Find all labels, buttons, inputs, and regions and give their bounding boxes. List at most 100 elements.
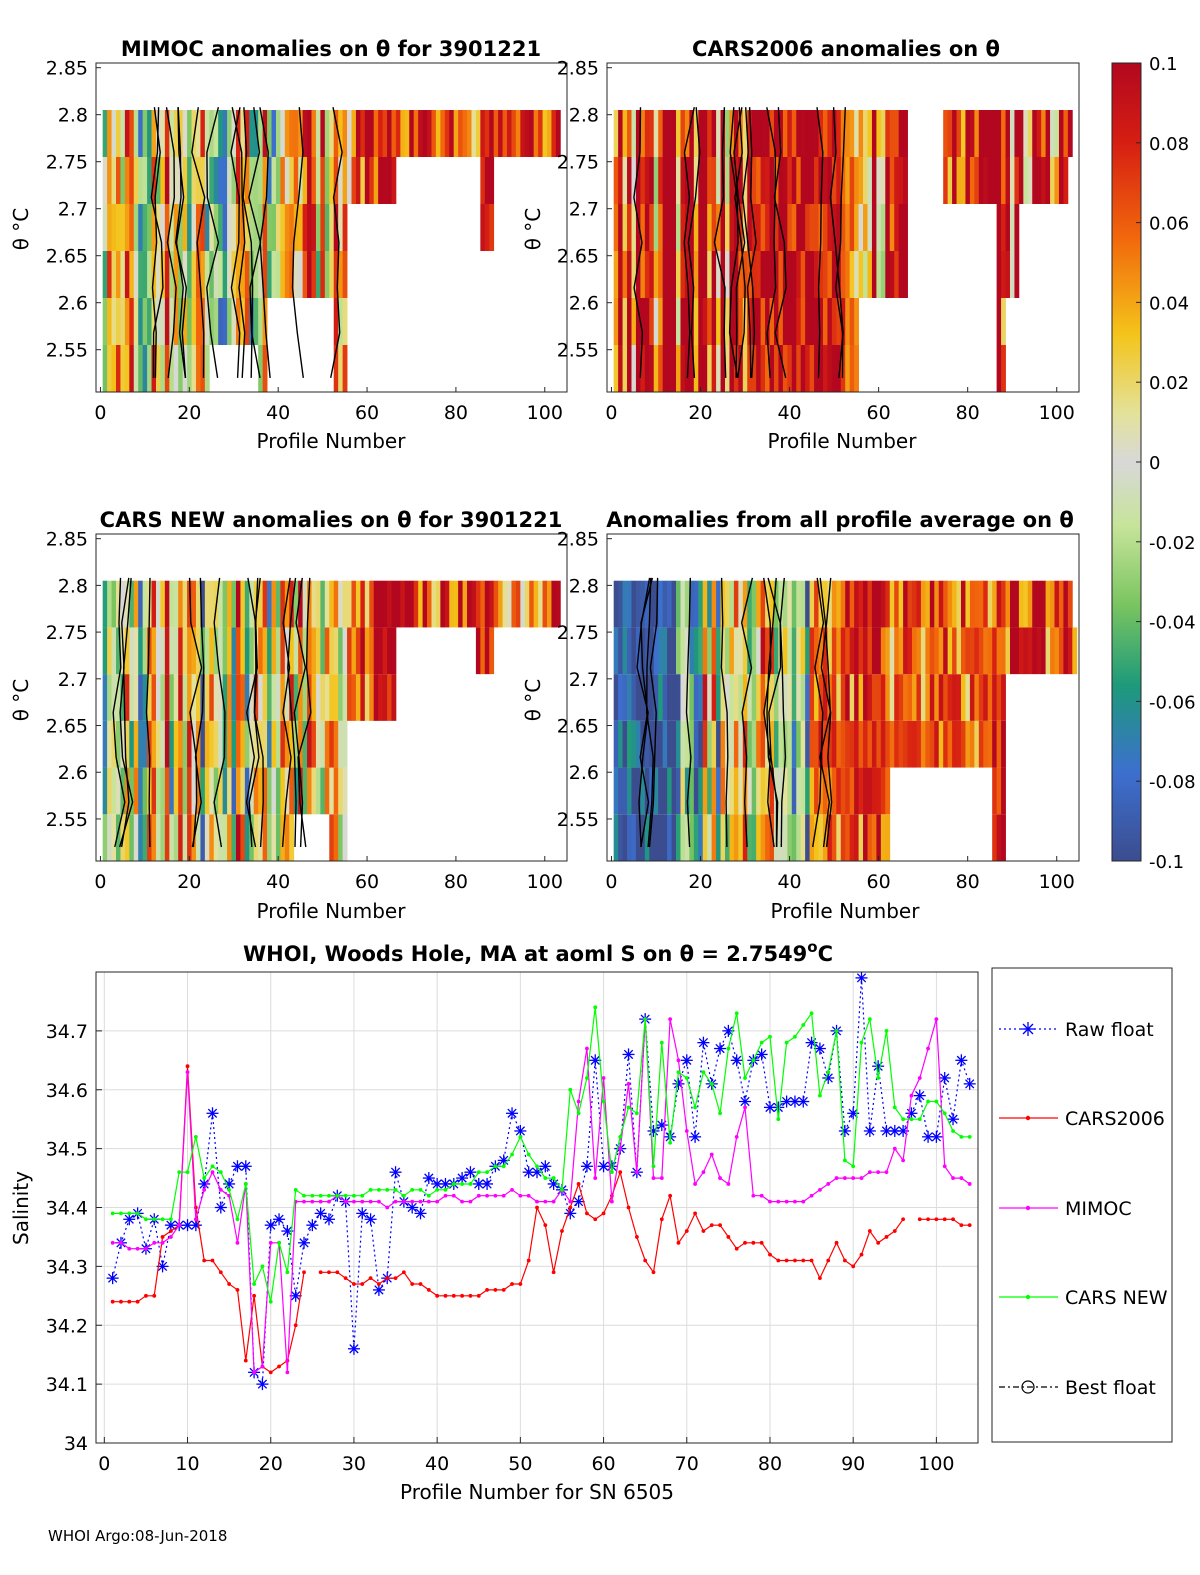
data-point-star bbox=[481, 1177, 494, 1190]
data-point bbox=[967, 1223, 972, 1228]
heatmap-cell bbox=[965, 720, 971, 768]
heatmap-cell bbox=[107, 627, 112, 675]
heatmap-cell bbox=[671, 767, 677, 815]
heatmap-cell bbox=[173, 298, 179, 345]
heatmap-cell bbox=[903, 674, 908, 721]
data-point bbox=[476, 1193, 481, 1198]
heatmap-cell bbox=[618, 674, 623, 721]
heatmap-cell bbox=[925, 627, 931, 675]
data-point bbox=[160, 1235, 165, 1239]
heatmap-cell bbox=[240, 720, 246, 768]
heatmap-cell bbox=[863, 814, 868, 861]
data-point-star bbox=[755, 1048, 768, 1061]
heatmap-cell bbox=[631, 204, 637, 251]
heatmap-cell bbox=[191, 251, 197, 298]
data-point bbox=[834, 1240, 839, 1245]
heatmap-cell bbox=[969, 720, 975, 768]
heatmap-cell bbox=[716, 110, 721, 157]
heatmap-cell bbox=[142, 580, 148, 628]
heatmap-cell bbox=[315, 204, 321, 251]
heatmap-cell bbox=[662, 345, 668, 392]
data-point bbox=[576, 1182, 581, 1186]
y-tick-label: 2.6 bbox=[58, 762, 88, 784]
heatmap-cell bbox=[640, 298, 646, 345]
heatmap-cell bbox=[262, 627, 268, 675]
heatmap-cell bbox=[814, 674, 819, 721]
data-point bbox=[160, 1240, 165, 1245]
heatmap-cell bbox=[867, 627, 873, 675]
heatmap-cell bbox=[240, 251, 246, 298]
heatmap-cell bbox=[1027, 627, 1033, 675]
heatmap-cell bbox=[796, 204, 802, 251]
heatmap-cell bbox=[916, 720, 922, 768]
data-point bbox=[377, 1282, 381, 1286]
heatmap-cell bbox=[347, 580, 352, 628]
data-point bbox=[726, 1235, 731, 1239]
heatmap-cell bbox=[307, 627, 312, 675]
heatmap-cell bbox=[613, 814, 619, 861]
data-point bbox=[668, 1140, 673, 1145]
colorbar-tick-label: -0.02 bbox=[1149, 533, 1196, 554]
data-point bbox=[901, 1217, 906, 1222]
heatmap-cell bbox=[542, 110, 548, 157]
heatmap-cell bbox=[267, 251, 272, 298]
heatmap-cell bbox=[1058, 627, 1064, 675]
data-point bbox=[193, 1217, 198, 1222]
heatmap-cell bbox=[631, 298, 637, 345]
heatmap-cell bbox=[293, 157, 299, 204]
heatmap-cell bbox=[284, 204, 290, 251]
data-point bbox=[335, 1270, 340, 1275]
heatmap-cell bbox=[102, 627, 108, 675]
data-point bbox=[426, 1193, 431, 1198]
heatmap-cell bbox=[676, 298, 681, 345]
heatmap-cell bbox=[867, 674, 873, 721]
heatmap-cell bbox=[320, 157, 326, 204]
heatmap-cell bbox=[676, 345, 681, 392]
heatmap-cell bbox=[440, 110, 446, 157]
data-point bbox=[776, 1199, 781, 1204]
contour-line bbox=[766, 107, 777, 378]
x-tick-label: 0 bbox=[94, 402, 106, 424]
heatmap-cell bbox=[213, 720, 219, 768]
heatmap-cell bbox=[845, 767, 851, 815]
heatmap-cell bbox=[707, 767, 713, 815]
heatmap-cell bbox=[222, 204, 228, 251]
panel-title: MIMOC anomalies on θ for 3901221 bbox=[121, 37, 541, 61]
heatmap-cell bbox=[129, 345, 135, 392]
data-point bbox=[942, 1217, 947, 1222]
heatmap-cell bbox=[529, 110, 535, 157]
x-tick-label: 10 bbox=[175, 1453, 199, 1475]
data-point bbox=[585, 1046, 589, 1051]
heatmap-cell bbox=[978, 720, 984, 768]
heatmap-cell bbox=[711, 345, 717, 392]
heatmap-cell bbox=[173, 345, 179, 392]
heatmap-cell bbox=[338, 627, 344, 675]
axes-frame bbox=[606, 62, 1080, 393]
heatmap-cell bbox=[640, 767, 646, 815]
contour-line bbox=[733, 107, 746, 378]
heatmap-cell bbox=[1063, 110, 1069, 157]
heatmap-cell bbox=[791, 298, 797, 345]
heatmap-cell bbox=[720, 720, 726, 768]
heatmap-cell bbox=[738, 345, 744, 392]
heatmap-cell bbox=[227, 580, 232, 628]
heatmap-cell bbox=[275, 627, 281, 675]
heatmap-cell bbox=[662, 251, 668, 298]
heatmap-cell bbox=[133, 110, 139, 157]
heatmap-cell bbox=[262, 157, 268, 204]
heatmap-cell bbox=[769, 298, 775, 345]
data-point bbox=[235, 1288, 240, 1292]
heatmap-cell bbox=[182, 251, 188, 298]
heatmap-cell bbox=[729, 580, 735, 628]
heatmap-cell bbox=[138, 157, 144, 204]
heatmap-cell bbox=[711, 110, 717, 157]
heatmap-cell bbox=[1001, 674, 1006, 721]
contour-line bbox=[245, 577, 259, 848]
data-point bbox=[310, 1193, 315, 1198]
heatmap-cell bbox=[360, 627, 366, 675]
heatmap-cell bbox=[209, 580, 215, 628]
heatmap-cell bbox=[822, 204, 828, 251]
data-point bbox=[634, 1111, 639, 1116]
heatmap-cell bbox=[769, 674, 775, 721]
data-point bbox=[818, 1187, 822, 1192]
